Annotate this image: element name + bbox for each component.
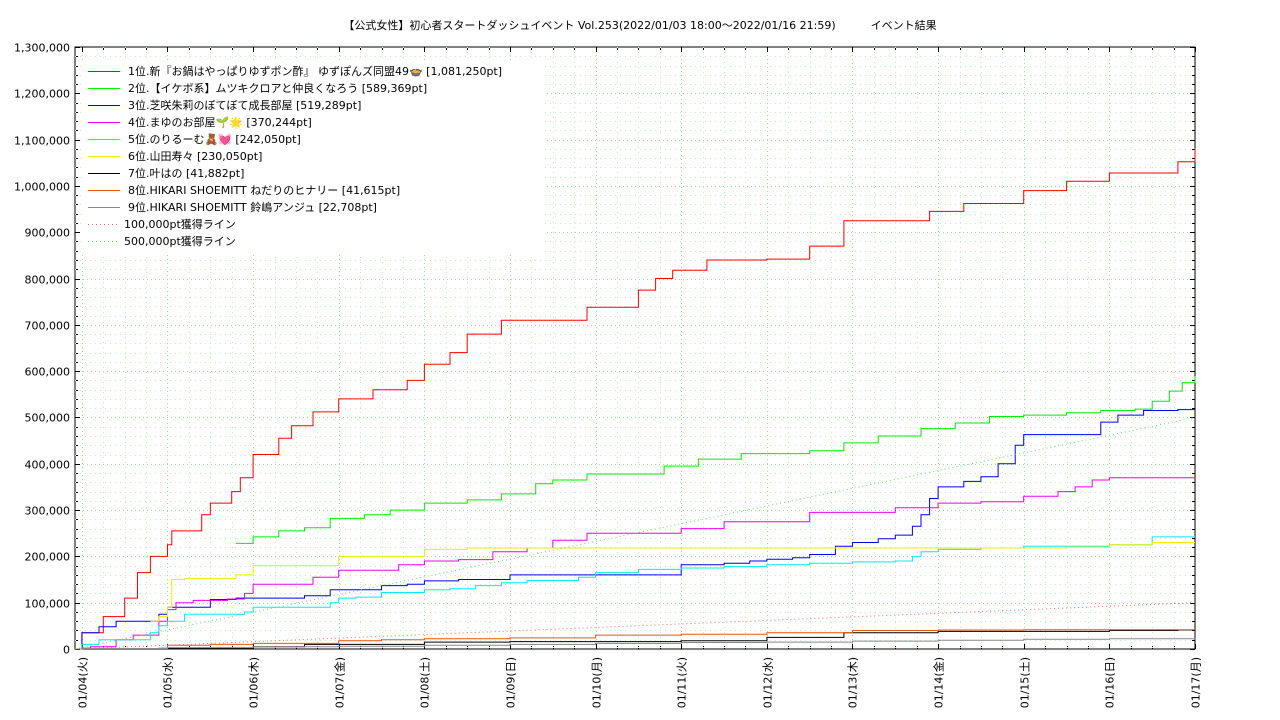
legend-label-11: 500,000pt獲得ライン <box>124 235 236 248</box>
series-line-2 <box>236 376 1196 544</box>
legend-label-3: 3位.芝咲朱莉のぼてぼて成長部屋 [519,289pt] <box>128 98 361 112</box>
y-tick-label: 1,300,000 <box>14 42 70 55</box>
x-tick-label: 01/08(土) <box>419 657 432 708</box>
x-tick-label: 01/15(土) <box>1019 657 1032 708</box>
series-line-8 <box>75 629 1195 650</box>
y-tick-label: 1,000,000 <box>14 181 70 194</box>
legend-label-6: 6位.山田寿々 [230,050pt] <box>128 149 262 163</box>
x-tick-label: 01/14(金) <box>932 657 946 708</box>
x-tick-label: 01/11(火) <box>676 657 689 708</box>
y-tick-label: 0 <box>63 644 70 657</box>
y-tick-label: 1,100,000 <box>14 135 70 148</box>
y-tick-label: 800,000 <box>25 274 71 287</box>
y-tick-label: 500,000 <box>25 412 71 425</box>
series-line-4 <box>75 477 1195 650</box>
legend-box <box>82 60 544 253</box>
series-line-3 <box>75 408 1196 650</box>
x-tick-label: 01/06(木) <box>248 657 261 708</box>
legend-label-1: 1位.新『お鍋はやっぱりゆずポン酢』 ゆずぽんズ同盟49🍲 [1,081,250… <box>128 64 502 78</box>
legend-label-5: 5位.のりるーむ🧸💓 [242,050pt] <box>128 132 301 146</box>
y-tick-label: 600,000 <box>25 366 71 379</box>
x-tick-label: 01/04(火) <box>77 657 90 708</box>
x-tick-label: 01/07(金) <box>333 657 347 708</box>
legend-label-10: 100,000pt獲得ライン <box>124 218 236 231</box>
series-line-10 <box>74 602 1196 650</box>
legend-label-8: 8位.HIKARI SHOEMITT ねだりのヒナリー [41,615pt] <box>128 183 400 197</box>
legend-label-9: 9位.HIKARI SHOEMITT 鈴嶋アンジュ [22,708pt] <box>128 200 377 214</box>
x-tick-label: 01/05(水) <box>162 657 175 708</box>
y-tick-label: 200,000 <box>25 551 71 564</box>
series-line-6 <box>150 542 1195 622</box>
y-tick-label: 900,000 <box>25 227 71 240</box>
y-tick-label: 400,000 <box>25 459 71 472</box>
series-line-1 <box>75 148 1196 650</box>
y-tick-label: 300,000 <box>25 505 71 518</box>
series-line-5 <box>75 536 1195 650</box>
y-tick-label: 100,000 <box>25 598 71 611</box>
x-tick-label: 01/12(水) <box>762 657 775 708</box>
chart-subtitle: イベント結果 <box>870 19 937 32</box>
legend-label-2: 2位.【イケボ系】ムツキクロアと仲良くなろう [589,369pt] <box>128 81 427 95</box>
chart-title: 【公式女性】初心者スタートダッシュイベント Vol.253(2022/01/03… <box>0 17 1280 33</box>
plot-frame <box>74 46 1196 650</box>
legend-label-7: 7位.叶はの [41,882pt] <box>128 166 244 180</box>
x-tick-label: 01/09(日) <box>505 657 518 708</box>
y-tick-label: 700,000 <box>25 320 71 333</box>
x-tick-label: 01/17(月) <box>1190 657 1203 708</box>
x-tick-label: 01/10(月) <box>591 657 604 708</box>
y-tick-label: 1,200,000 <box>14 88 70 101</box>
x-tick-label: 01/16(日) <box>1104 657 1117 708</box>
series-line-9 <box>75 638 1196 650</box>
x-tick-label: 01/13(木) <box>847 657 860 708</box>
legend-label-4: 4位.まゆのお部屋🌱🌟 [370,244pt] <box>128 115 312 129</box>
chart-title-text: 【公式女性】初心者スタートダッシュイベント Vol.253(2022/01/03… <box>343 19 836 32</box>
